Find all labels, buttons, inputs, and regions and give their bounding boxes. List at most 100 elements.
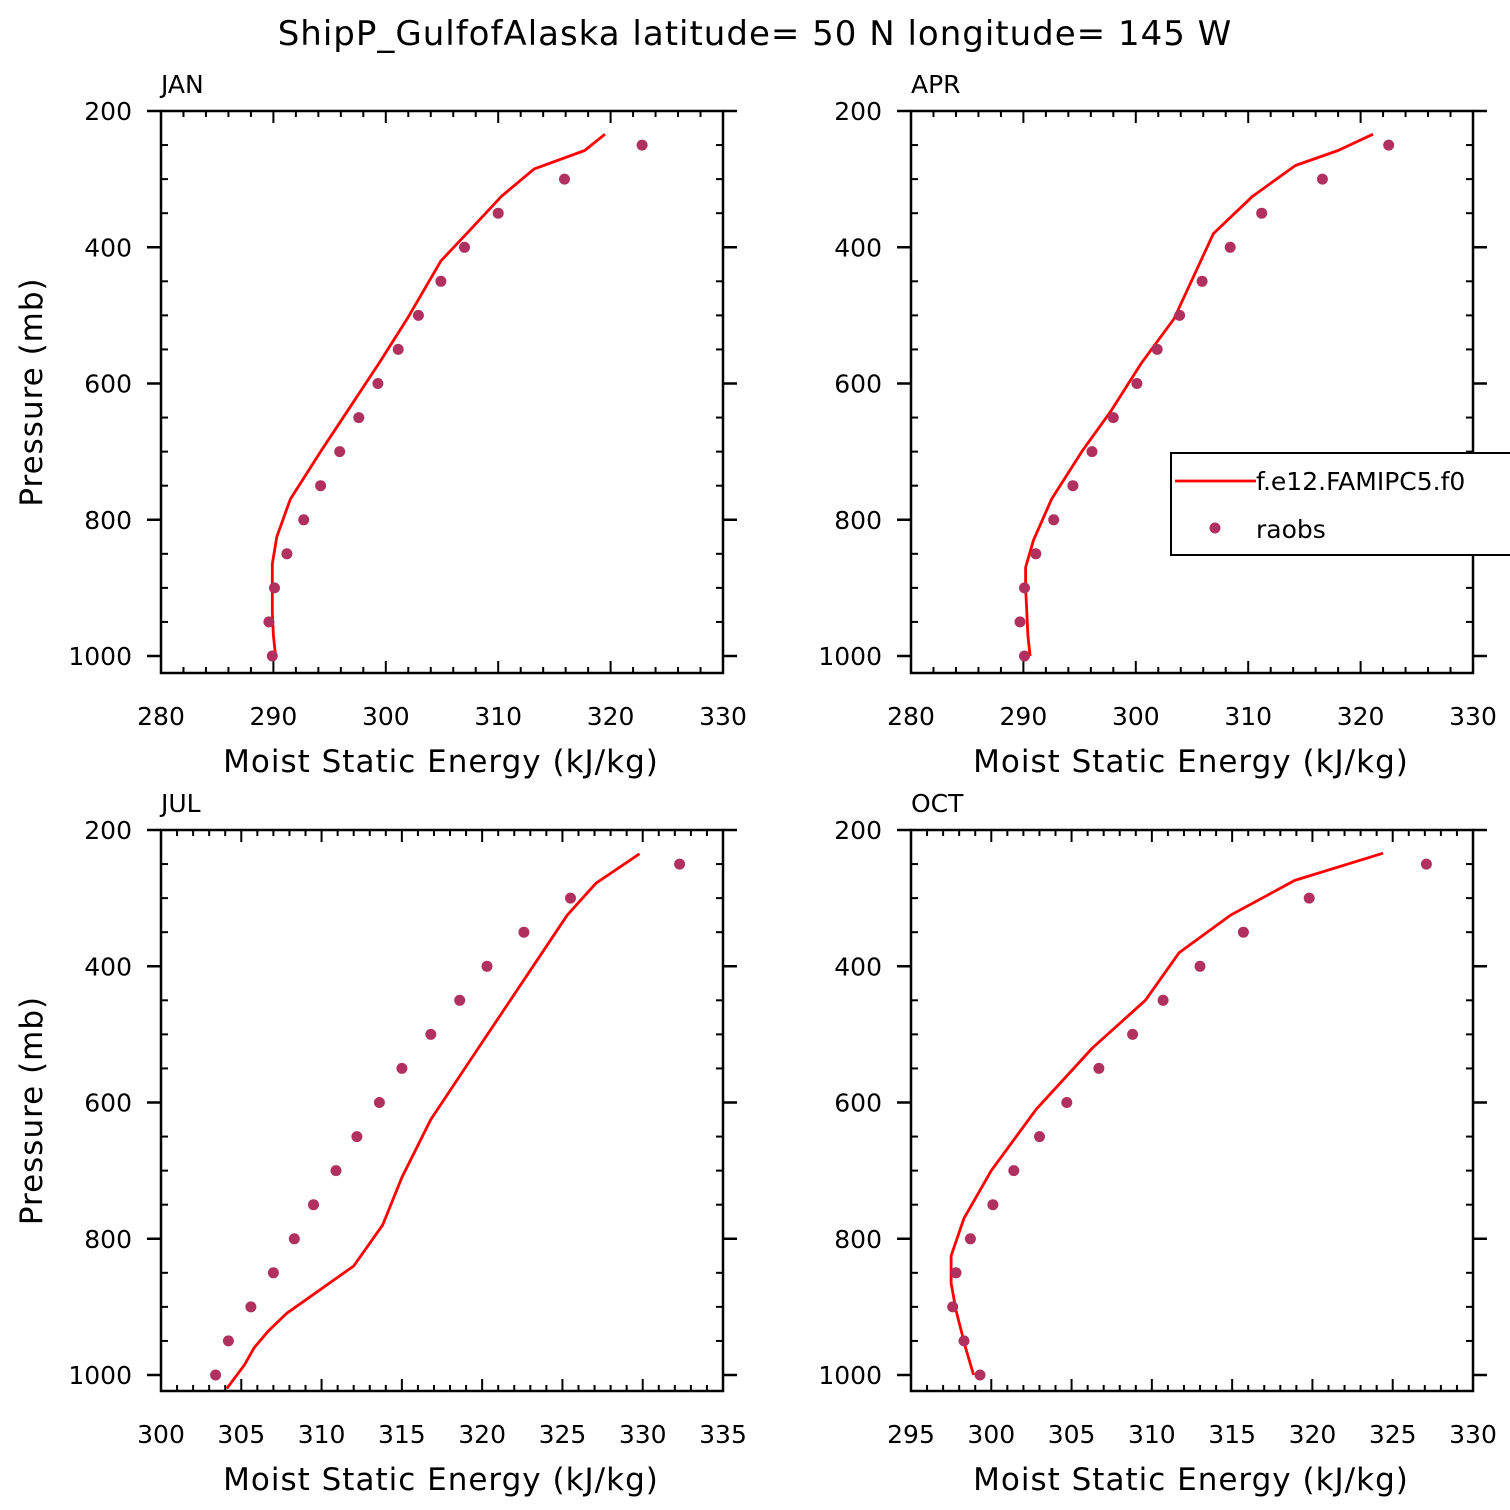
x-tick-label: 305	[1048, 1420, 1096, 1449]
y-tick-label: 400	[834, 233, 882, 262]
x-tick-label: 320	[1289, 1420, 1337, 1449]
obs-point	[459, 241, 470, 253]
obs-point	[334, 446, 346, 458]
obs-point	[1008, 1165, 1020, 1177]
obs-point	[1151, 343, 1163, 355]
x-tick-label: 315	[1208, 1420, 1256, 1449]
x-axis-label: Moist Static Energy (kJ/kg)	[223, 744, 659, 780]
obs-point	[1174, 309, 1186, 321]
obs-point	[454, 994, 466, 1006]
y-tick-label: 800	[84, 506, 132, 535]
obs-point	[1157, 994, 1169, 1006]
obs-point	[315, 480, 327, 492]
y-axis-label: Pressure (mb)	[14, 277, 50, 506]
panel-title: JUL	[159, 789, 201, 818]
y-tick-label: 200	[84, 97, 132, 126]
x-tick-label: 330	[699, 702, 747, 731]
obs-point	[1420, 858, 1432, 870]
legend-obs-label: raobs	[1256, 515, 1326, 544]
y-tick-label: 400	[84, 952, 132, 981]
y-tick-label: 200	[834, 816, 882, 845]
y-tick-label: 400	[834, 952, 882, 981]
obs-point	[1019, 650, 1030, 662]
obs-point	[269, 582, 280, 594]
panel-apr: 280 290 300 310 320 330 200 400 600 800 1000 APR Moi…	[818, 70, 1496, 780]
y-tick-label: 200	[834, 97, 882, 126]
x-tick-label: 320	[458, 1420, 506, 1449]
x-tick-label: 330	[1449, 702, 1497, 731]
x-axis-label: Moist Static Energy (kJ/kg)	[973, 1462, 1409, 1498]
obs-point	[266, 650, 278, 662]
obs-point	[308, 1199, 319, 1211]
obs-point	[1019, 582, 1030, 594]
x-tick-label: 290	[1000, 702, 1048, 731]
obs-point	[1303, 892, 1315, 904]
obs-point	[396, 1062, 408, 1074]
plot-frame	[909, 828, 1475, 1393]
obs-point	[351, 1131, 363, 1143]
obs-point	[288, 1233, 300, 1245]
x-tick-label: 335	[699, 1420, 747, 1449]
obs-point	[636, 139, 648, 151]
obs-point	[1256, 207, 1268, 219]
plot-frame	[909, 109, 1475, 675]
x-tick-label: 325	[1369, 1420, 1417, 1449]
obs-point	[1067, 480, 1079, 492]
x-tick-label: 310	[1128, 1420, 1176, 1449]
legend-model-label: f.e12.FAMIPC5.f0	[1256, 467, 1465, 496]
x-tick-label: 310	[474, 702, 522, 731]
x-axis-label: Moist Static Energy (kJ/kg)	[973, 744, 1409, 780]
y-tick-label: 600	[84, 370, 132, 399]
obs-point	[1030, 548, 1042, 560]
obs-point	[565, 892, 576, 904]
x-tick-label: 300	[137, 1420, 185, 1449]
x-tick-label: 330	[619, 1420, 667, 1449]
obs-point	[1194, 960, 1206, 972]
y-tick-label: 800	[834, 506, 882, 535]
obs-point	[1014, 616, 1026, 628]
panel-oct: 295 300 305 310 315 320 325 330 200 400 600 800 1000…	[818, 789, 1496, 1498]
obs-point	[1107, 412, 1119, 424]
obs-point	[1086, 446, 1098, 458]
y-tick-label: 600	[834, 1089, 882, 1118]
figure-title: ShipP_GulfofAlaska latitude= 50 N longit…	[278, 14, 1233, 54]
obs-point	[263, 616, 275, 628]
panel-jul: 300 305 310 315 320 325 330 335 200 400 600 800 1000…	[14, 789, 747, 1498]
x-tick-label: 315	[378, 1420, 426, 1449]
obs-point	[1061, 1097, 1073, 1108]
y-tick-label: 1000	[818, 1361, 882, 1390]
y-tick-label: 800	[84, 1225, 132, 1254]
obs-point	[1196, 275, 1208, 287]
obs-point	[412, 309, 424, 321]
y-tick-label: 400	[84, 233, 132, 262]
obs-point	[518, 926, 530, 938]
obs-point	[330, 1165, 342, 1177]
panel-title: OCT	[911, 789, 964, 818]
obs-point	[210, 1369, 222, 1381]
obs-point	[267, 1267, 279, 1279]
model-line	[1024, 132, 1374, 657]
legend-dot-swatch	[1209, 522, 1221, 534]
panel-title: JAN	[159, 70, 204, 99]
y-axis-label: Pressure (mb)	[14, 996, 50, 1225]
obs-point	[373, 1097, 385, 1108]
obs-point	[392, 343, 404, 355]
obs-point	[1048, 514, 1060, 526]
obs-point	[1131, 378, 1143, 389]
y-tick-label: 600	[834, 370, 882, 399]
obs-point	[1224, 241, 1236, 253]
obs-point	[987, 1199, 999, 1211]
plot-frame	[159, 828, 725, 1393]
x-tick-label: 310	[298, 1420, 346, 1449]
obs-point	[1127, 1028, 1139, 1040]
obs-point	[947, 1301, 959, 1313]
legend: f.e12.FAMIPC5.f0 raobs	[1170, 452, 1510, 556]
obs-point	[1316, 173, 1328, 185]
obs-point	[1237, 926, 1249, 938]
panel-title: APR	[911, 70, 961, 99]
obs-point	[425, 1028, 437, 1040]
y-tick-label: 1000	[818, 642, 882, 671]
y-tick-label: 600	[84, 1089, 132, 1118]
legend-box	[1170, 452, 1510, 556]
y-tick-label: 1000	[68, 642, 132, 671]
